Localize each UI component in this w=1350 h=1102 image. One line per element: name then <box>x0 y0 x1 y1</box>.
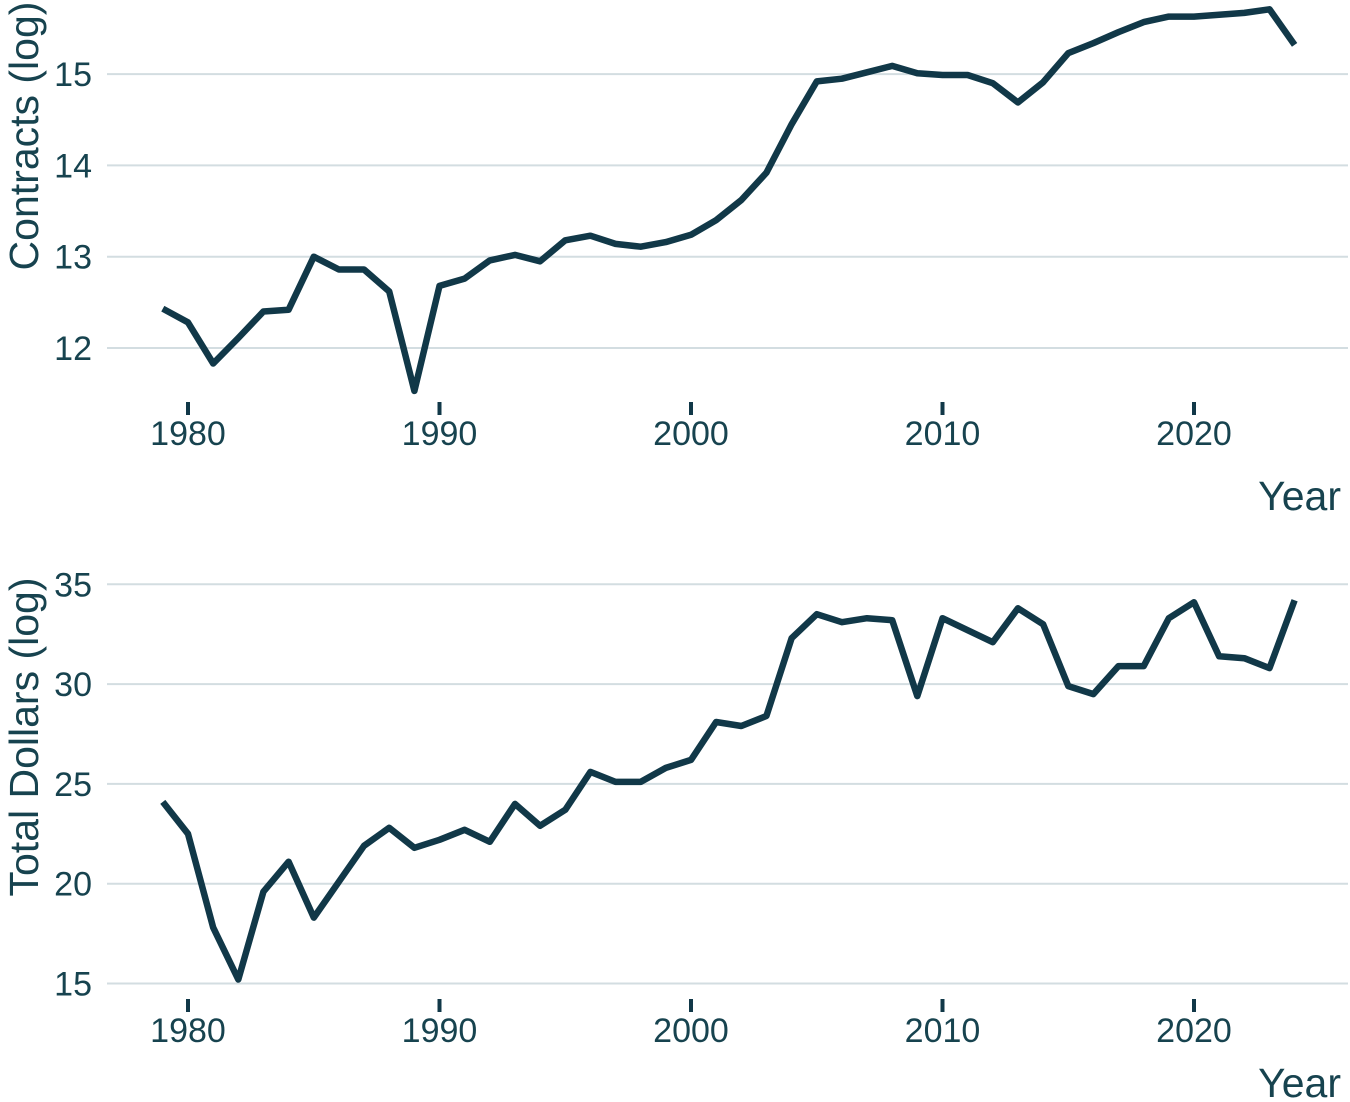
x-tick-label: 2020 <box>1156 415 1232 453</box>
y-tick-label: 12 <box>54 330 92 368</box>
x-tick-label: 1980 <box>150 415 226 453</box>
y-tick-label: 15 <box>54 966 92 1004</box>
y-tick-label: 15 <box>54 56 92 94</box>
y-axis-title-total-dollars: Total Dollars (log) <box>1 578 47 897</box>
y-tick-label: 20 <box>54 866 92 904</box>
x-tick-label: 1990 <box>402 415 478 453</box>
y-axis-title-contracts: Contracts (log) <box>1 2 47 271</box>
x-tick-label: 2000 <box>653 1012 729 1050</box>
panel-contracts: 12 13 14 15 1980 1990 2000 2010 2020 Contracts (l… <box>1 2 1348 519</box>
series-line-total-dollars <box>160 599 1298 983</box>
y-tick-label: 14 <box>54 147 92 185</box>
x-tick-label: 1990 <box>402 1012 478 1050</box>
x-axis-title-contracts: Year <box>1258 473 1341 519</box>
y-tick-label: 25 <box>54 766 92 804</box>
x-tick-label: 2000 <box>653 415 729 453</box>
x-tick-label: 2010 <box>905 1012 981 1050</box>
y-tick-label: 30 <box>54 666 92 704</box>
x-tick-label: 2020 <box>1156 1012 1232 1050</box>
panel-total-dollars: 15 20 25 30 35 1980 1990 2000 2010 2020 Total Doll… <box>1 566 1348 1102</box>
x-tick-label: 1980 <box>150 1012 226 1050</box>
y-tick-label: 13 <box>54 239 92 277</box>
y-tick-label: 35 <box>54 566 92 604</box>
series-line-contracts <box>161 6 1298 395</box>
x-axis-title-total-dollars: Year <box>1258 1060 1341 1102</box>
x-tick-label: 2010 <box>905 415 981 453</box>
